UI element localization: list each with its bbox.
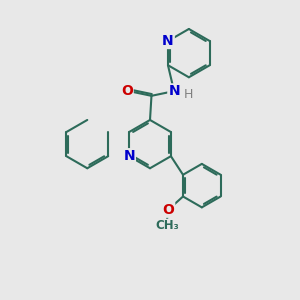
Text: H: H (183, 88, 193, 101)
Text: N: N (162, 34, 174, 48)
Text: O: O (121, 84, 133, 98)
Text: O: O (162, 203, 174, 217)
Text: N: N (123, 149, 135, 163)
Text: N: N (168, 84, 180, 98)
Text: CH₃: CH₃ (155, 219, 179, 232)
